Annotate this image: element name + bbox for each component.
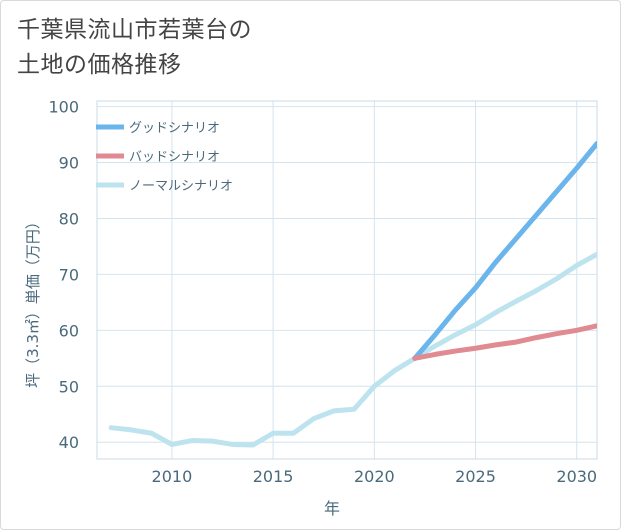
y-tick-label-40: 40: [59, 433, 79, 452]
legend-label-0: グッドシナリオ: [129, 121, 220, 136]
plot-border: [96, 100, 598, 460]
y-tick-label-90: 90: [59, 154, 79, 173]
y-axis-ticks: 40 50 60 70 80 90 100: [48, 98, 79, 453]
y-axis-label: 坪（3.3㎡）単価（万円）: [24, 214, 42, 388]
x-tick-label-2015: 2015: [253, 467, 294, 486]
series-line-2: [108, 251, 597, 448]
y-tick-label-50: 50: [59, 377, 79, 396]
x-axis-ticks: 2010 2015 2020 2025 2030: [152, 467, 598, 486]
chart-title-line2: 土地の価格推移: [17, 52, 182, 78]
series-line-0: [412, 141, 597, 361]
y-tick-label-60: 60: [59, 321, 79, 340]
x-tick-label-2030: 2030: [556, 467, 597, 486]
legend-label-2: ノーマルシナリオ: [129, 179, 233, 194]
x-tick-label-2025: 2025: [455, 467, 496, 486]
chart-title-line1: 千葉県流山市若葉台の: [17, 17, 252, 43]
legend-label-1: バッドシナリオ: [129, 150, 220, 165]
y-tick-label-70: 70: [59, 265, 79, 284]
series-line-1: [412, 323, 597, 361]
y-tick-label-80: 80: [59, 209, 79, 228]
x-tick-label-2010: 2010: [152, 467, 193, 486]
series-layer: [108, 141, 597, 448]
x-tick-label-2020: 2020: [354, 467, 395, 486]
x-gridlines: [171, 101, 578, 459]
chart-title: 千葉県流山市若葉台の 土地の価格推移: [17, 13, 252, 83]
x-axis-label: 年: [324, 499, 340, 518]
y-tick-label-100: 100: [48, 98, 79, 117]
plot-background: [97, 101, 597, 459]
